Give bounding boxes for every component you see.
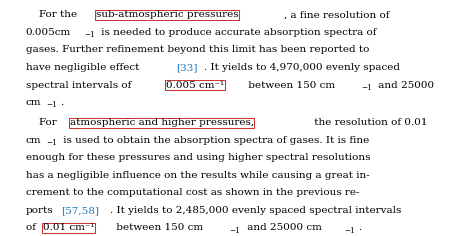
Text: crement to the computational cost as shown in the previous re-: crement to the computational cost as sho… — [26, 188, 359, 197]
Text: spectral intervals of: spectral intervals of — [26, 80, 135, 89]
Text: 0.005 cm⁻¹: 0.005 cm⁻¹ — [166, 80, 224, 89]
Text: the resolution of 0.01: the resolution of 0.01 — [311, 118, 428, 127]
Text: between 150 cm: between 150 cm — [113, 223, 203, 232]
Text: −1: −1 — [344, 227, 355, 235]
Text: −1: −1 — [46, 101, 57, 110]
Text: cm: cm — [26, 136, 41, 145]
Text: of: of — [26, 223, 39, 232]
Text: . It yields to 4,970,000 evenly spaced: . It yields to 4,970,000 evenly spaced — [204, 63, 400, 72]
Text: is needed to produce accurate absorption spectra of: is needed to produce accurate absorption… — [98, 28, 377, 37]
Text: cm: cm — [26, 98, 41, 107]
Text: ports: ports — [26, 206, 54, 215]
Text: have negligible effect: have negligible effect — [26, 63, 142, 72]
Text: and 25000: and 25000 — [375, 80, 435, 89]
Text: For the: For the — [26, 10, 80, 19]
Text: For: For — [26, 118, 60, 127]
Text: −1: −1 — [230, 227, 240, 235]
Text: enough for these pressures and using higher spectral resolutions: enough for these pressures and using hig… — [26, 153, 370, 162]
Text: .: . — [358, 223, 362, 232]
Text: 0.005cm: 0.005cm — [26, 28, 71, 37]
Text: . It yields to 2,485,000 evenly spaced spectral intervals: . It yields to 2,485,000 evenly spaced s… — [110, 206, 402, 215]
Text: −1: −1 — [84, 31, 95, 39]
Text: gases. Further refinement beyond this limit has been reported to: gases. Further refinement beyond this li… — [26, 46, 369, 55]
Text: 0.01 cm⁻¹: 0.01 cm⁻¹ — [43, 223, 94, 232]
Text: [57,58]: [57,58] — [62, 206, 100, 215]
Text: , a fine resolution of: , a fine resolution of — [284, 10, 390, 19]
Text: is used to obtain the absorption spectra of gases. It is fine: is used to obtain the absorption spectra… — [60, 136, 369, 145]
Text: sub-atmospheric pressures: sub-atmospheric pressures — [96, 10, 238, 19]
Text: −1: −1 — [46, 139, 57, 147]
Text: −1: −1 — [361, 84, 372, 92]
Text: has a negligible influence on the results while causing a great in-: has a negligible influence on the result… — [26, 171, 370, 180]
Text: [33]: [33] — [176, 63, 198, 72]
Text: .: . — [60, 98, 63, 107]
Text: between 150 cm: between 150 cm — [245, 80, 335, 89]
Text: atmospheric and higher pressures,: atmospheric and higher pressures, — [70, 118, 254, 127]
Text: and 25000 cm: and 25000 cm — [244, 223, 321, 232]
